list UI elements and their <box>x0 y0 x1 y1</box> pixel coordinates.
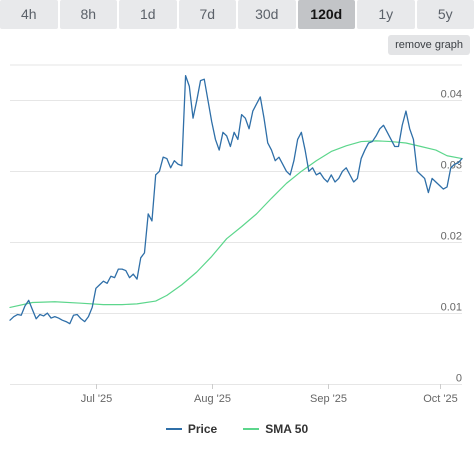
legend-swatch-sma <box>243 428 260 430</box>
range-tab-8h[interactable]: 8h <box>59 0 117 29</box>
time-range-tabs: 4h 8h 1d 7d 30d 120d 1y 5y <box>0 0 474 29</box>
y-tick-label: 0.03 <box>441 160 462 172</box>
x-axis-labels: Jul '25 Aug '25 Sep '25 Oct '25 <box>81 393 458 405</box>
sma-50-series-line <box>9 140 463 309</box>
range-tab-30d[interactable]: 30d <box>238 0 296 29</box>
range-tab-120d[interactable]: 120d <box>297 0 355 29</box>
range-tab-1d[interactable]: 1d <box>119 0 177 29</box>
remove-graph-button[interactable]: remove graph <box>388 35 470 55</box>
y-tick-label: 0 <box>456 373 462 385</box>
legend-label-price: Price <box>187 422 218 436</box>
range-tab-1y[interactable]: 1y <box>357 0 415 29</box>
y-axis-labels: 0 0.01 0.02 0.03 0.04 <box>441 89 462 385</box>
range-tab-5y[interactable]: 5y <box>416 0 474 29</box>
price-series-line <box>9 74 463 325</box>
chart-series <box>9 74 463 325</box>
y-tick-label: 0.04 <box>441 89 462 101</box>
price-chart[interactable]: 0 0.01 0.02 0.03 0.04 Jul '25 Aug '25 Sep '25 O… <box>0 0 474 410</box>
y-tick-label: 0.01 <box>441 302 462 314</box>
legend-label-sma: SMA 50 <box>265 422 309 436</box>
range-tab-4h[interactable]: 4h <box>0 0 58 29</box>
chart-gridlines <box>10 64 462 385</box>
x-tick-label: Jul '25 <box>81 393 112 405</box>
range-tab-7d[interactable]: 7d <box>178 0 236 29</box>
x-tick-label: Aug '25 <box>194 393 231 405</box>
x-axis-ticks <box>96 384 441 389</box>
legend-swatch-price <box>165 428 182 430</box>
y-tick-label: 0.02 <box>441 231 462 243</box>
legend-item-price[interactable]: Price <box>165 420 218 438</box>
chart-legend: Price SMA 50 <box>0 420 474 438</box>
x-tick-label: Sep '25 <box>310 393 347 405</box>
x-tick-label: Oct '25 <box>423 393 458 405</box>
legend-item-sma[interactable]: SMA 50 <box>243 420 308 438</box>
